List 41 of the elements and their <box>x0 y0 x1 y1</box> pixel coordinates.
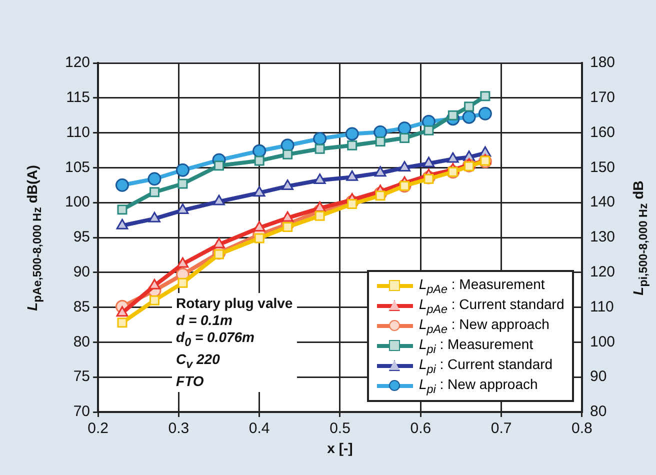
annotation: Rotary plug valve <box>176 295 293 312</box>
annotation: d$_{0}$ = 0.076m <box>176 329 256 352</box>
y-tick-label: 70 <box>73 403 90 420</box>
y-tick-label: 80 <box>73 333 90 350</box>
y2-tick-label: 120 <box>590 264 616 281</box>
y-tick-label: 85 <box>73 298 90 316</box>
y2-tick-label: 110 <box>590 298 614 316</box>
x-tick-label: 0.4 <box>248 420 270 438</box>
y-tick-label: 120 <box>64 54 90 72</box>
y2-tick-label: 180 <box>590 54 616 72</box>
y-tick-label: 95 <box>73 228 90 246</box>
x-tick-label: 0.6 <box>410 420 432 438</box>
y-tick-label: 110 <box>66 124 90 141</box>
legend-label: L$_{pAe}$ : Current standard <box>418 296 564 316</box>
annotation: C$_{v}$ 220 <box>176 351 221 373</box>
y-tick-label: 90 <box>73 264 90 281</box>
annotation: FTO <box>176 372 205 390</box>
x-tick-label: 0.5 <box>330 420 350 438</box>
x-tick-label: 0.2 <box>88 420 108 438</box>
y2-tick-label: 140 <box>590 194 616 211</box>
y-tick-label: 75 <box>73 368 90 386</box>
legend-label: L$_{pAe}$ : Measurement <box>418 276 545 296</box>
y2-tick-label: 100 <box>590 333 616 350</box>
legend-label: L$_{pi}$ : Current standard <box>418 356 553 376</box>
y2-tick-label: 90 <box>590 368 607 386</box>
y2-tick-label: 80 <box>590 403 607 420</box>
legend-label: L$_{pAe}$ : New approach <box>418 316 550 336</box>
x-tick-label: 0.3 <box>168 420 190 438</box>
x-tick-label: 0.7 <box>490 420 512 438</box>
x-axis-title: x [-] <box>327 440 353 456</box>
annotation: d = 0.1m <box>176 312 234 330</box>
legend-label: L$_{pi}$ : New approach <box>418 376 538 396</box>
x-tick-label: 0.8 <box>572 420 592 438</box>
y2-tick-label: 160 <box>590 124 616 141</box>
y-tick-label: 100 <box>64 194 90 211</box>
y2-tick-label: 130 <box>590 228 616 246</box>
y2-tick-label: 150 <box>590 158 616 176</box>
y2-tick-label: 170 <box>590 89 616 106</box>
y-tick-label: 115 <box>66 89 90 106</box>
legend-label: L$_{pi}$ : Measurement <box>418 336 534 356</box>
y-tick-label: 105 <box>64 158 90 176</box>
